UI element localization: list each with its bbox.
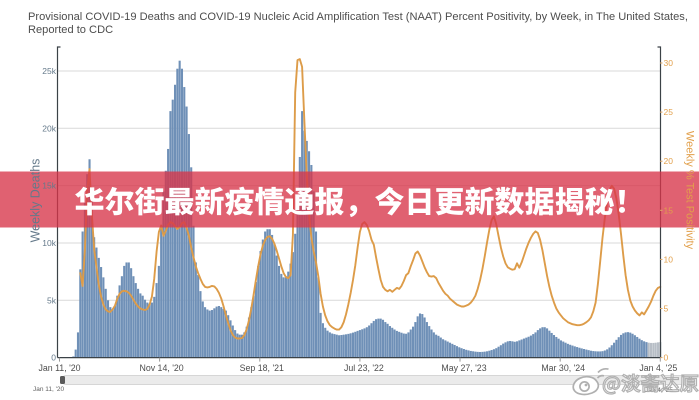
svg-text:30: 30 — [664, 58, 674, 68]
svg-text:15: 15 — [664, 205, 674, 215]
svg-text:10: 10 — [664, 254, 674, 264]
svg-text:Mar 30, '24: Mar 30, '24 — [541, 363, 585, 373]
svg-text:Jan 11, '20: Jan 11, '20 — [38, 363, 80, 373]
svg-text:20: 20 — [664, 156, 674, 166]
svg-text:25: 25 — [664, 107, 674, 117]
svg-text:May 27, '23: May 27, '23 — [441, 363, 486, 373]
svg-text:Sep 18, '21: Sep 18, '21 — [240, 363, 284, 373]
svg-text:0: 0 — [664, 353, 669, 363]
svg-text:15k: 15k — [42, 181, 56, 191]
svg-text:0: 0 — [51, 353, 56, 363]
svg-text:5: 5 — [664, 304, 669, 314]
svg-text:25k: 25k — [42, 66, 56, 76]
svg-text:Weekly % Test Positivity: Weekly % Test Positivity — [684, 131, 696, 250]
svg-text:5k: 5k — [47, 295, 57, 305]
svg-text:Jan 4, '25: Jan 4, '25 — [639, 363, 677, 373]
svg-text:Nov 14, '20: Nov 14, '20 — [139, 363, 183, 373]
svg-text:10k: 10k — [42, 238, 56, 248]
svg-text:Weekly Deaths: Weekly Deaths — [29, 159, 43, 243]
svg-text:Jul 23, '22: Jul 23, '22 — [344, 363, 384, 373]
svg-text:20k: 20k — [42, 123, 56, 133]
